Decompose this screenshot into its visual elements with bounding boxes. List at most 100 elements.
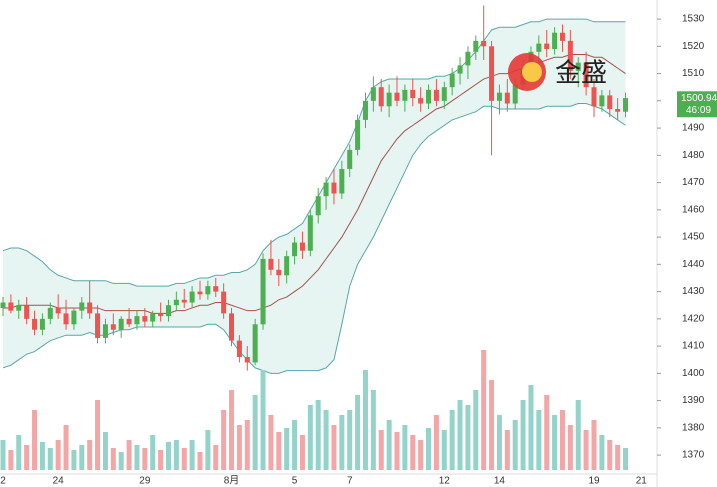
volume-bar (441, 430, 447, 470)
volume-bar (426, 428, 432, 470)
candle-body (339, 168, 345, 194)
candle-body (307, 215, 313, 251)
volume-bar (607, 440, 613, 470)
candle-body (623, 98, 629, 112)
volume-bar (118, 452, 124, 470)
volume-bar (110, 448, 116, 470)
candle-body (378, 87, 384, 107)
logo-dot (522, 62, 542, 82)
candle-body (410, 89, 416, 99)
candle-body (158, 313, 164, 317)
candle-body (362, 100, 368, 120)
candle-body (134, 316, 140, 325)
y-tick-label: 1480 (682, 150, 705, 161)
band-area (3, 19, 626, 374)
candle-body (599, 95, 605, 107)
volume-bar (339, 415, 345, 470)
candle-body (79, 302, 85, 311)
candle-body (118, 318, 124, 330)
candle-body (331, 182, 337, 194)
volume-bar (481, 350, 487, 470)
volume-bar (47, 448, 53, 470)
volume-bar (221, 410, 227, 470)
volume-bar (79, 445, 85, 470)
candle-body (47, 307, 53, 319)
volume-bar (512, 420, 518, 470)
x-tick-label: 2 (0, 476, 6, 487)
candle-body (544, 43, 550, 50)
volume-bar (504, 430, 510, 470)
candle-body (575, 62, 581, 71)
volume-bar (205, 430, 211, 470)
x-tick-label: 19 (588, 476, 600, 487)
y-tick-label: 1510 (682, 68, 705, 79)
volume-bar (0, 440, 6, 470)
volume-bar (623, 448, 629, 470)
candle-body (165, 305, 171, 317)
volume-bar (39, 442, 45, 470)
candle-body (236, 340, 242, 357)
volume-bar (599, 435, 605, 470)
volume-bar (126, 440, 132, 470)
candle-body (292, 242, 298, 257)
candle-body (512, 84, 518, 104)
candle-body (496, 92, 502, 101)
volume-bar (299, 435, 305, 470)
volume-bar (229, 390, 235, 470)
candle-body (591, 87, 597, 107)
candle-body (536, 43, 542, 52)
price-tag-label: 1500.94 (681, 93, 717, 104)
volume-bar (102, 432, 108, 470)
candle-body (24, 305, 30, 319)
candle-body (0, 302, 6, 308)
candle-body (552, 32, 558, 50)
x-tick-label: 29 (139, 476, 151, 487)
volume-bar (315, 400, 321, 470)
candle-body (465, 51, 471, 66)
volume-bar (8, 450, 14, 470)
candle-body (323, 182, 329, 197)
candle-body (355, 119, 361, 150)
candle-body (229, 313, 235, 341)
candle-body (71, 310, 77, 325)
y-tick-label: 1380 (682, 422, 705, 433)
volume-bar (394, 432, 400, 470)
candle-body (221, 291, 227, 314)
volume-bar (378, 430, 384, 470)
volume-bar (418, 440, 424, 470)
volume-bar (536, 410, 542, 470)
candle-body (441, 87, 447, 101)
x-tick-label: 12 (439, 476, 451, 487)
candle-body (559, 32, 565, 41)
volume-bar (457, 400, 463, 470)
candle-body (315, 196, 321, 216)
band-upper (2, 18, 626, 287)
volume-bar (362, 370, 368, 470)
volume-bar (16, 435, 22, 470)
candle-body (394, 92, 400, 101)
candle-body (268, 258, 274, 270)
volume-bar (197, 452, 203, 470)
volume-bar (63, 425, 69, 470)
candle-body (567, 40, 573, 71)
candle-body (55, 307, 61, 314)
y-tick-label: 1430 (682, 286, 705, 297)
candle-body (63, 313, 69, 325)
candle-body (583, 62, 589, 88)
candle-body (489, 46, 495, 101)
candle-body (347, 149, 353, 169)
y-tick-label: 1470 (682, 177, 705, 188)
volume-bar (213, 445, 219, 470)
volume-bar (528, 385, 534, 470)
candle-body (126, 318, 132, 325)
volume-bar (323, 410, 329, 470)
candle-body (16, 305, 22, 311)
volume-bar (236, 425, 242, 470)
volume-bar (307, 405, 313, 470)
candle-body (457, 65, 463, 74)
x-tick-label: 21 (636, 476, 648, 487)
volume-bar (150, 435, 156, 470)
candle-body (244, 356, 250, 363)
volume-bar (575, 400, 581, 470)
candle-body (110, 324, 116, 330)
